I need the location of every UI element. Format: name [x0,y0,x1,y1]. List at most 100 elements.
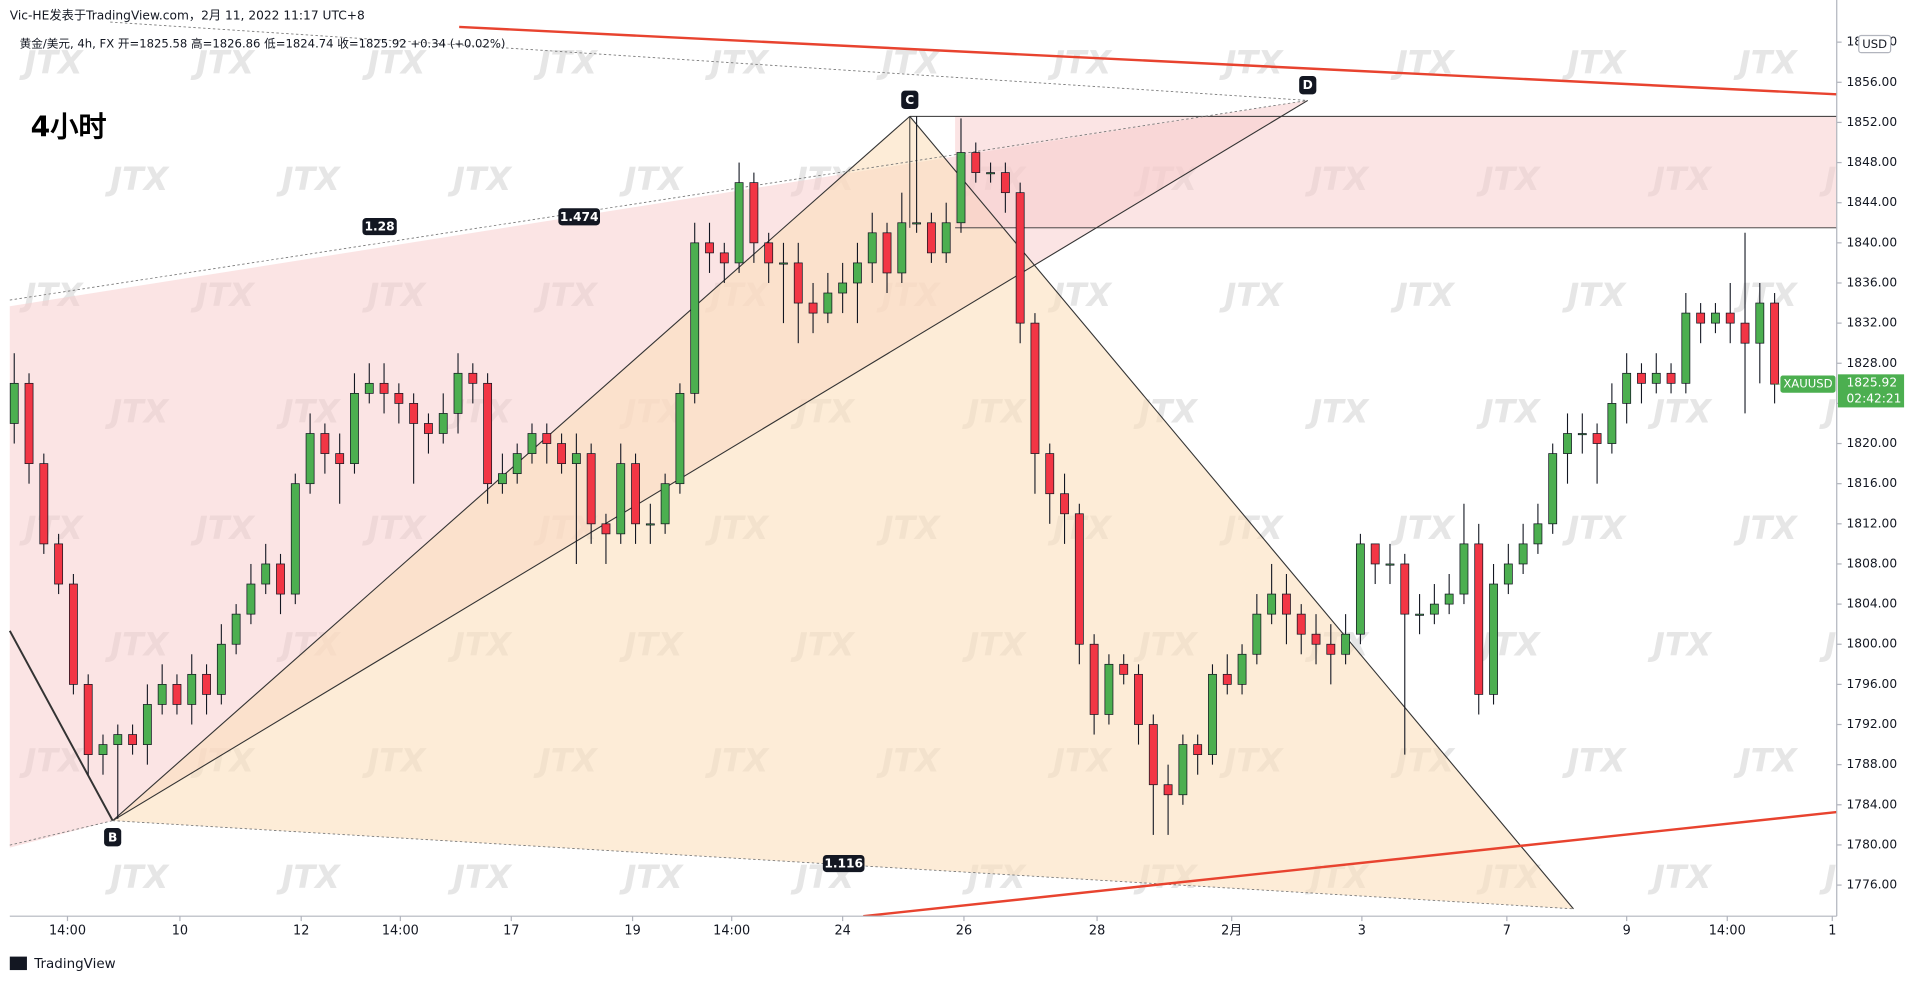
candle-body [1548,453,1558,525]
candle-body [926,222,936,254]
candle-body [616,463,626,535]
candle-body [1193,744,1203,755]
candle-body [438,413,448,434]
time-axis-bg [0,916,1920,986]
candle-body [971,152,981,173]
candle-body [261,563,271,585]
candle-body [1370,543,1380,565]
candle-body [1518,543,1528,565]
trendline [459,25,1837,96]
tag-box [104,827,122,847]
y-tick-label: 1820.00 [1847,436,1898,450]
y-tick-label: 1784.00 [1847,797,1898,811]
candle-body [838,282,848,294]
trendline [863,810,1837,918]
candle-body [601,523,611,535]
tag-box [558,208,600,226]
candle-body [912,222,922,225]
candle-body [1178,744,1188,796]
watermark: JTX [1647,393,1713,431]
x-tick-label: 10 [172,923,188,938]
y-tick-label: 1832.00 [1847,316,1898,330]
x-tick-label: 14:00 [382,923,419,938]
candle-body [1000,172,1010,194]
x-tick-label: 19 [624,923,640,938]
candle-body [24,382,34,464]
candle-body [986,172,995,175]
y-tick-label: 1844.00 [1847,195,1898,209]
candle-body [113,734,123,745]
y-tick-label: 1800.00 [1847,637,1898,651]
currency: USD [1862,37,1887,51]
watermark: JTX [1733,509,1799,547]
chart-title: 4小时 [31,111,107,144]
watermark: JTX [276,858,342,896]
candle-body [1015,192,1025,324]
y-tick-label: 1812.00 [1847,516,1898,530]
candle-body [1074,513,1084,645]
candle-body [1474,543,1484,695]
point-label: B [108,830,117,844]
candle-body [276,563,285,595]
candle-body [320,433,330,454]
candle-body [956,152,966,224]
x-tick-label: 2月 [1221,923,1242,938]
candle-body [394,392,404,404]
candle-body [1622,372,1632,404]
watermark: JTX [276,160,342,198]
candle-body [1104,663,1114,715]
candle-body [483,382,493,485]
y-tick-label: 1808.00 [1847,556,1898,570]
point-label: C [905,93,914,107]
tag-box [362,218,397,236]
candle-body [645,523,655,526]
candle-body [631,463,640,525]
candle-body [897,222,907,274]
y-tick-label: 1796.00 [1847,677,1898,691]
watermark: JTX [704,43,770,81]
candle-body [749,182,759,244]
brand-logo [9,956,27,971]
candle-body [660,483,670,525]
point-label: D [1303,78,1313,92]
candle-body [9,382,19,424]
brand: TradingView [33,956,115,972]
axes: 1776.00 1780.00 1784.00 1788.00 1792.00 1796.… [49,35,1905,938]
candle-body [142,704,152,745]
candle-body [1577,433,1587,436]
y-tick-label: 1840.00 [1847,235,1898,249]
watermark: JTX [618,858,684,896]
candle-body [1385,563,1395,566]
y-tick-label: 1852.00 [1847,115,1898,129]
candle-body [335,453,345,464]
tag-box [901,90,919,110]
candle-body [1681,312,1691,384]
candle-body [1429,603,1439,615]
candle-body [1045,453,1055,495]
y-tick-label: 1816.00 [1847,476,1898,490]
candle-body [1311,633,1321,645]
watermark: JTX [1476,393,1542,431]
ratio-label: 1.116 [824,857,863,871]
symbol-line: 黄金/美元, 4h, FX 开=1825.58 高=1826.86 低=1824… [20,37,506,51]
y-tick-label: 1828.00 [1847,356,1898,370]
tag-box [822,854,865,873]
leg-xb [8,630,114,822]
candle-body [1252,613,1262,655]
candle-body [68,583,78,685]
candle-body [1651,372,1661,384]
ratio-line [110,21,1308,101]
candle-body [527,433,537,454]
x-tick-label: 1 [1828,923,1836,938]
y-tick-label: 1804.00 [1847,597,1898,611]
ratio-label: 1.474 [560,210,599,224]
candle-body [1282,593,1291,615]
candle-body [1755,302,1765,344]
watermark: JTX [447,858,513,896]
y-tick-label: 1792.00 [1847,717,1898,731]
symbol-tag [1780,375,1836,393]
y-tick-label: 1836.00 [1847,275,1898,289]
candle-body [1607,403,1617,444]
candle-body [793,262,803,304]
